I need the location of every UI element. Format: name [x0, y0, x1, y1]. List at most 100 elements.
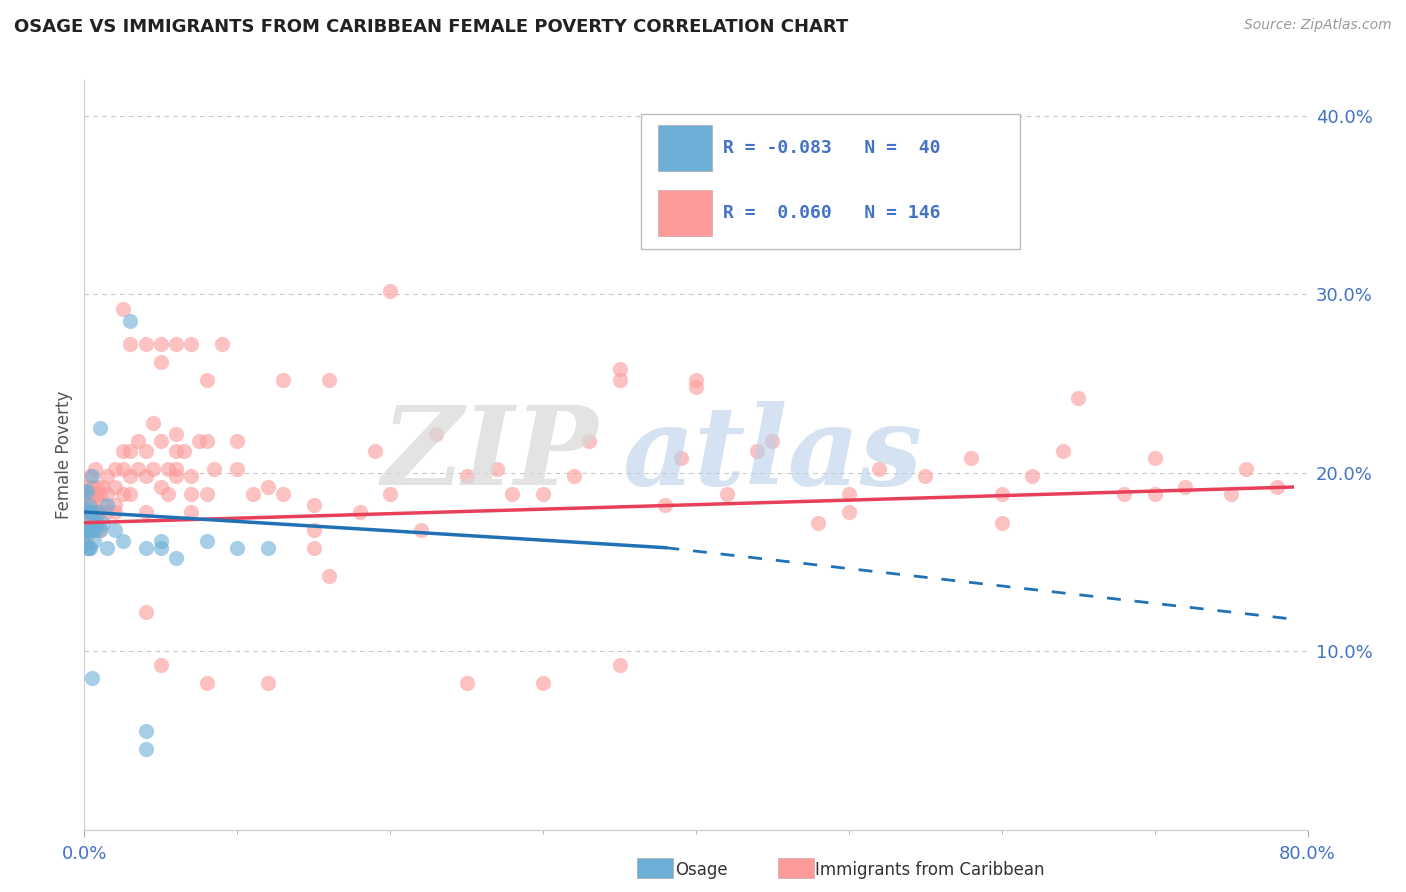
Point	[76, 505, 98, 519]
Point	[111, 444, 134, 458]
Point	[77, 523, 100, 537]
Point	[165, 337, 187, 351]
Point	[142, 462, 165, 476]
Point	[1114, 487, 1136, 501]
Point	[1067, 391, 1090, 405]
Point	[73, 501, 96, 516]
Point	[1021, 469, 1043, 483]
Point	[195, 434, 218, 448]
Point	[111, 487, 134, 501]
Point	[73, 537, 96, 551]
Point	[84, 523, 107, 537]
Point	[149, 355, 172, 369]
Point	[135, 469, 157, 483]
Point	[86, 487, 108, 501]
Point	[960, 451, 983, 466]
Point	[991, 516, 1014, 530]
Point	[226, 541, 249, 555]
Point	[318, 569, 340, 583]
Point	[80, 671, 103, 685]
Point	[76, 483, 98, 498]
Point	[202, 462, 225, 476]
Point	[77, 487, 100, 501]
Text: Source: ZipAtlas.com: Source: ZipAtlas.com	[1244, 18, 1392, 32]
Point	[173, 444, 195, 458]
Point	[914, 469, 936, 483]
Point	[73, 528, 96, 542]
Point	[226, 434, 249, 448]
Point	[149, 658, 172, 673]
Point	[75, 487, 97, 501]
Point	[83, 516, 105, 530]
Point	[180, 469, 202, 483]
Point	[531, 487, 554, 501]
Point	[96, 505, 118, 519]
Point	[135, 541, 157, 555]
Point	[80, 505, 103, 519]
Point	[84, 505, 107, 519]
Point	[195, 676, 218, 690]
Point	[165, 462, 187, 476]
Point	[226, 462, 249, 476]
Point	[76, 487, 98, 501]
Point	[531, 676, 554, 690]
Point	[80, 523, 103, 537]
Point	[86, 480, 108, 494]
Point	[120, 487, 142, 501]
Point	[79, 505, 101, 519]
Point	[76, 541, 98, 555]
Point	[165, 551, 187, 566]
Point	[111, 533, 134, 548]
Point	[75, 533, 97, 548]
Point	[1220, 487, 1243, 501]
Point	[111, 462, 134, 476]
Point	[654, 498, 676, 512]
Point	[76, 523, 98, 537]
Point	[86, 516, 108, 530]
Point	[91, 516, 114, 530]
Point	[83, 487, 105, 501]
Point	[149, 480, 172, 494]
Point	[838, 505, 860, 519]
Point	[149, 434, 172, 448]
Point	[104, 498, 127, 512]
FancyBboxPatch shape	[641, 114, 1021, 249]
Text: Osage: Osage	[675, 861, 727, 879]
Point	[149, 337, 172, 351]
Point	[1143, 487, 1166, 501]
Point	[271, 487, 294, 501]
Point	[257, 541, 280, 555]
Point	[302, 523, 325, 537]
Point	[89, 487, 111, 501]
Point	[1174, 480, 1197, 494]
Point	[91, 480, 114, 494]
Point	[120, 444, 142, 458]
Point	[302, 541, 325, 555]
Point	[1143, 451, 1166, 466]
Point	[96, 469, 118, 483]
Point	[76, 523, 98, 537]
Point	[456, 676, 478, 690]
Point	[747, 444, 769, 458]
Point	[77, 505, 100, 519]
Point	[86, 505, 108, 519]
Text: R =  0.060   N = 146: R = 0.060 N = 146	[723, 204, 941, 222]
Text: ZIP: ZIP	[381, 401, 598, 508]
Point	[86, 505, 108, 519]
Point	[380, 487, 402, 501]
Point	[165, 426, 187, 441]
Point	[83, 533, 105, 548]
Point	[761, 434, 783, 448]
Point	[271, 373, 294, 387]
Point	[157, 487, 180, 501]
Point	[195, 533, 218, 548]
Point	[157, 462, 180, 476]
Point	[609, 373, 631, 387]
Point	[135, 444, 157, 458]
Point	[120, 314, 142, 328]
Text: R = -0.083   N =  40: R = -0.083 N = 40	[723, 139, 941, 157]
Point	[135, 337, 157, 351]
Point	[79, 498, 101, 512]
FancyBboxPatch shape	[658, 125, 711, 171]
Point	[89, 421, 111, 435]
